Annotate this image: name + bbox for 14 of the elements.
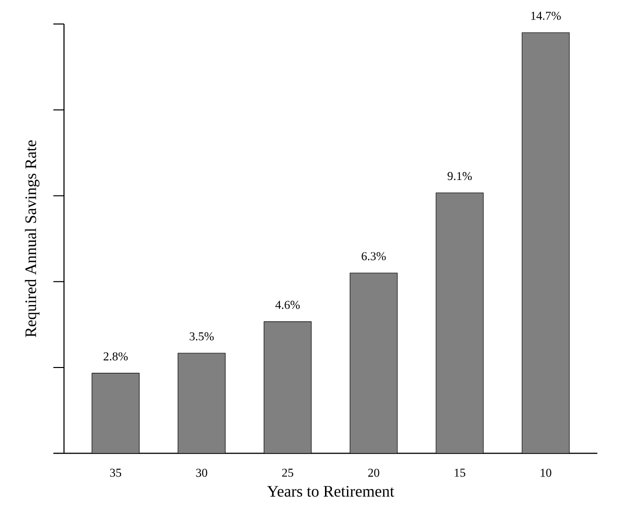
data-label: 2.8%	[104, 352, 128, 361]
x-tick-label: 20	[368, 468, 380, 477]
data-label: 6.3%	[362, 252, 386, 260]
data-label: 3.5%	[190, 332, 214, 341]
x-tick-label: 25	[282, 468, 294, 477]
x-tick-label: 30	[196, 468, 208, 477]
x-tick-label: 35	[110, 468, 122, 477]
data-label: 14.7%	[531, 12, 561, 20]
y-axis-title: Required Annual Savings Rate	[24, 140, 40, 338]
data-label: 9.1%	[448, 172, 472, 180]
x-tick-label: 10	[540, 468, 552, 477]
x-tick-label: 15	[454, 468, 466, 477]
data-label: 4.6%	[275, 300, 300, 310]
x-axis-title: Years to Retirement	[267, 486, 394, 497]
